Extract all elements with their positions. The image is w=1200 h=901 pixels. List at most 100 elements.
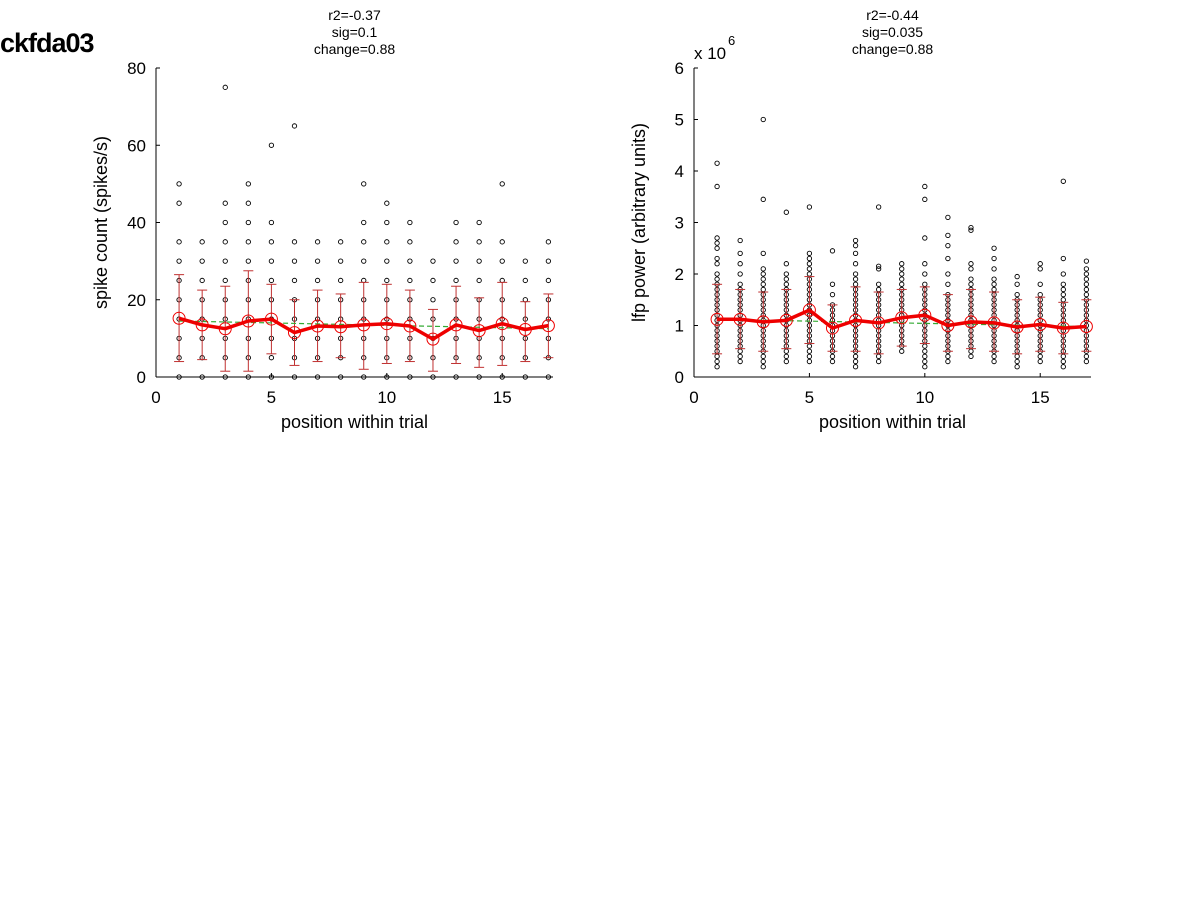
data-point	[268, 258, 275, 264]
data-point	[968, 281, 974, 287]
mean-marker	[241, 314, 255, 328]
mean-marker	[1079, 320, 1093, 334]
data-point	[714, 353, 720, 360]
data-point	[852, 237, 859, 244]
data-point	[922, 343, 928, 349]
mean-marker	[849, 313, 863, 327]
mean-marker	[872, 316, 886, 330]
data-point	[1014, 364, 1020, 370]
data-point	[453, 277, 459, 284]
data-point	[361, 258, 367, 264]
data-point	[806, 343, 813, 349]
data-point	[545, 258, 552, 264]
data-point	[968, 227, 974, 233]
data-point	[876, 263, 882, 269]
mean-line	[717, 308, 1087, 330]
mean-marker	[918, 308, 932, 322]
data-point	[1014, 281, 1020, 287]
data-point	[291, 374, 298, 380]
data-point	[852, 358, 859, 365]
data-point	[714, 183, 720, 190]
x-tick-label: 15	[1031, 388, 1050, 407]
data-point	[245, 258, 251, 264]
data-point	[407, 258, 413, 264]
data-point	[922, 183, 928, 190]
data-point	[1083, 276, 1090, 282]
data-point	[338, 277, 344, 284]
data-point	[384, 258, 390, 264]
data-point	[922, 358, 928, 365]
data-point	[314, 258, 321, 264]
mean-marker	[426, 332, 440, 346]
data-point	[384, 374, 390, 380]
data-point	[453, 219, 459, 226]
data-point	[338, 239, 344, 245]
data-point	[806, 255, 813, 262]
data-point	[361, 219, 367, 226]
data-point	[783, 358, 789, 365]
data-point	[899, 281, 905, 287]
data-point	[760, 358, 766, 365]
stats-line: sig=0.035	[862, 24, 923, 40]
mean-line	[178, 316, 549, 341]
data-point	[222, 219, 228, 226]
mean-marker	[357, 318, 371, 332]
data-point	[876, 281, 882, 287]
data-point	[737, 250, 743, 257]
data-point	[245, 200, 251, 206]
data-point	[922, 196, 928, 202]
data-point	[991, 276, 997, 282]
data-point	[430, 374, 436, 380]
data-point	[922, 353, 928, 360]
y-tick-label: 40	[127, 214, 146, 233]
data-point	[545, 277, 552, 284]
y-axis-label: lfp power (arbitrary units)	[629, 123, 649, 322]
data-point	[876, 353, 882, 360]
x-tick-label: 5	[805, 388, 814, 407]
mean-marker	[403, 319, 417, 333]
data-point	[245, 239, 251, 245]
data-point	[245, 374, 251, 380]
data-point	[922, 235, 928, 241]
data-point	[176, 181, 182, 187]
data-point	[338, 374, 344, 380]
data-point	[176, 200, 182, 206]
data-point	[1037, 261, 1043, 267]
data-point	[1014, 358, 1020, 365]
data-point	[476, 219, 482, 226]
mean-marker	[941, 319, 955, 332]
mean-marker	[1033, 317, 1047, 331]
data-point	[268, 374, 275, 380]
data-point	[829, 358, 836, 365]
data-point	[453, 239, 459, 245]
mean-marker	[495, 317, 509, 331]
data-point	[760, 286, 766, 293]
data-point	[760, 364, 766, 370]
mean-marker	[472, 324, 486, 338]
x-tick-label: 0	[151, 388, 160, 407]
stats-line: change=0.88	[314, 41, 396, 57]
data-point	[783, 281, 789, 287]
data-point	[945, 214, 951, 221]
data-point	[245, 181, 251, 187]
data-point	[545, 374, 552, 380]
data-point	[968, 348, 974, 354]
data-point	[714, 276, 720, 282]
data-point	[760, 266, 766, 272]
data-point	[852, 353, 859, 360]
mean-marker	[287, 326, 301, 340]
data-point	[714, 160, 720, 166]
data-point	[852, 364, 859, 370]
data-point	[714, 245, 720, 251]
data-point	[1037, 266, 1043, 272]
data-point	[268, 239, 275, 245]
data-point	[1083, 271, 1090, 277]
mean-marker	[756, 315, 770, 329]
stats-line: r2=-0.44	[866, 7, 919, 23]
data-point	[829, 248, 836, 254]
data-point	[176, 258, 182, 264]
data-point	[1060, 353, 1066, 360]
mean-marker	[172, 311, 186, 325]
data-point	[291, 277, 298, 284]
data-point	[268, 219, 275, 226]
